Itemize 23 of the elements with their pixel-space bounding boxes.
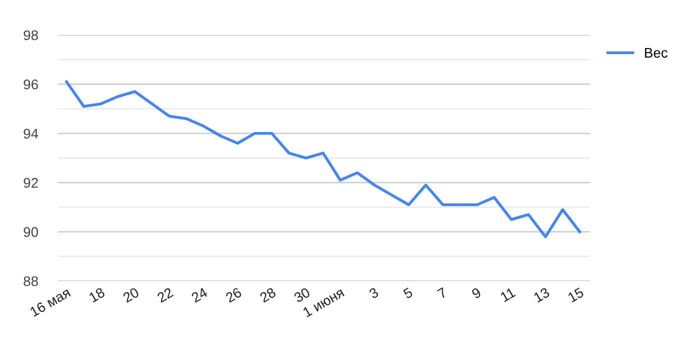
x-tick-label: 26 xyxy=(225,287,242,303)
x-tick-label: 13 xyxy=(533,287,550,303)
x-tick-label: 15 xyxy=(568,287,584,303)
x-tick-label: 5 xyxy=(402,287,414,299)
x-tick-label: 3 xyxy=(368,287,380,299)
x-tick-label: 7 xyxy=(437,287,448,299)
x-tick-label: 24 xyxy=(190,287,208,303)
y-tick-label: 94 xyxy=(24,128,38,139)
x-tick-label: 16 мая xyxy=(29,287,71,317)
x-tick-label: 20 xyxy=(122,287,140,303)
y-tick-label: 88 xyxy=(24,276,38,286)
x-tick-label: 18 xyxy=(88,287,106,303)
x-tick-label: 22 xyxy=(156,287,174,303)
y-tick-label: 96 xyxy=(24,80,38,90)
legend-label: Вес xyxy=(645,48,668,58)
y-tick-label: 98 xyxy=(24,30,38,40)
x-tick-label: 11 xyxy=(500,287,516,302)
x-tick-label: 30 xyxy=(293,287,311,303)
line-series xyxy=(65,80,582,238)
x-tick-label: 9 xyxy=(471,287,482,299)
x-tick-label: 28 xyxy=(259,287,276,303)
y-tick-label: 90 xyxy=(24,227,38,237)
y-tick-label: 92 xyxy=(24,178,38,188)
